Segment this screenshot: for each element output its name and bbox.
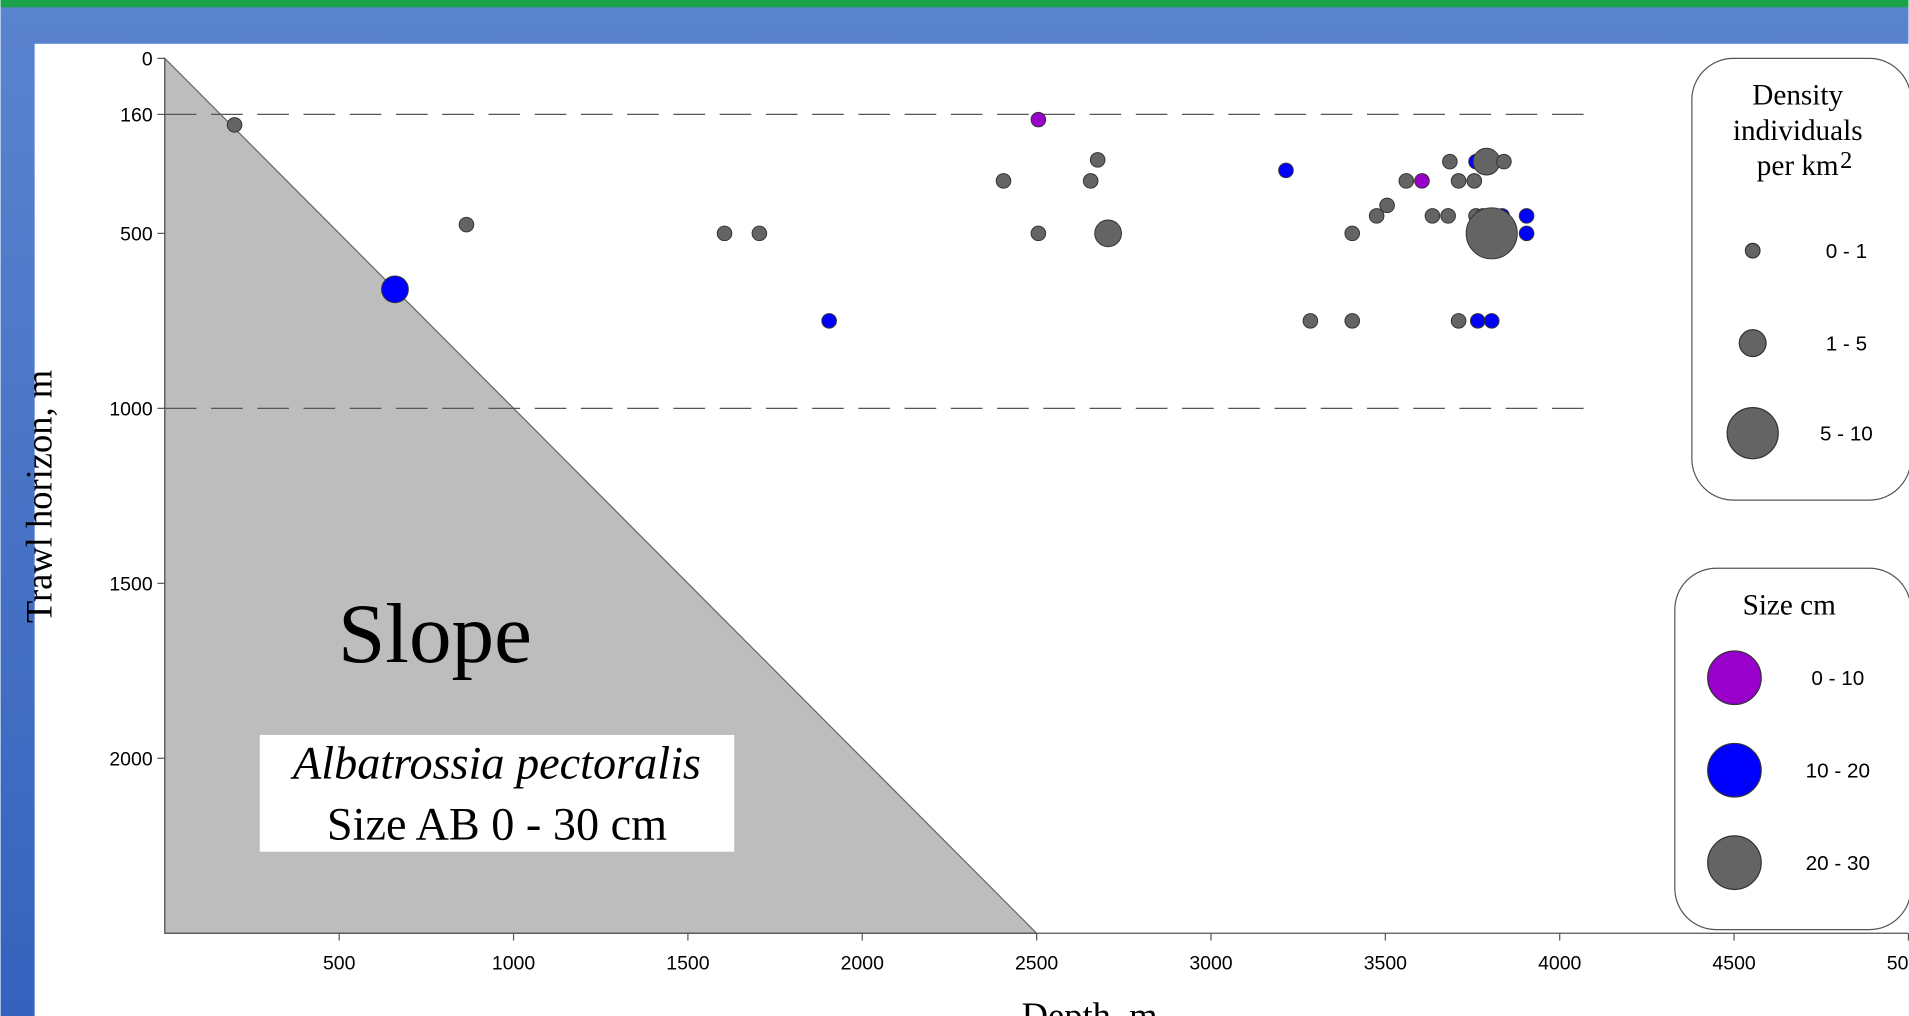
legend-symbol bbox=[1707, 835, 1762, 891]
x-tick-label: 5000 bbox=[1887, 953, 1909, 975]
density-legend-title: per km bbox=[1757, 150, 1839, 182]
x-tick-label: 2000 bbox=[841, 953, 884, 975]
point bbox=[1518, 225, 1535, 242]
legend-label: 10 - 20 bbox=[1806, 760, 1870, 783]
point bbox=[1466, 173, 1483, 189]
point bbox=[1483, 313, 1500, 329]
species-label: Albatrossia pectoralis bbox=[290, 738, 701, 789]
x-tick-label: 4000 bbox=[1538, 953, 1581, 975]
y-tick-label: 500 bbox=[120, 224, 153, 246]
point bbox=[1082, 173, 1099, 189]
legend-label: 20 - 30 bbox=[1806, 852, 1870, 875]
density-legend-label: 1 - 5 bbox=[1826, 332, 1867, 355]
point bbox=[1469, 313, 1486, 329]
x-tick-label: 3500 bbox=[1364, 953, 1407, 975]
x-tick-label: 1000 bbox=[492, 953, 535, 975]
point bbox=[751, 225, 768, 242]
subtitle: Size AB 0 - 30 cm bbox=[327, 799, 667, 850]
x-tick-label: 4500 bbox=[1712, 953, 1755, 975]
x-tick-label: 500 bbox=[323, 953, 356, 975]
legend-symbol bbox=[1707, 742, 1762, 798]
point bbox=[1398, 173, 1415, 189]
point bbox=[1379, 197, 1395, 214]
point bbox=[1440, 208, 1456, 224]
density-legend-symbol bbox=[1738, 329, 1767, 358]
point bbox=[1344, 225, 1361, 242]
point bbox=[1424, 208, 1441, 224]
y-tick-label: 160 bbox=[120, 105, 153, 127]
point bbox=[1089, 152, 1106, 168]
point bbox=[1450, 313, 1467, 329]
size-legend-title: Size cm bbox=[1743, 589, 1837, 621]
point bbox=[1518, 208, 1535, 224]
point bbox=[1368, 208, 1385, 224]
x-tick-label: 1500 bbox=[666, 953, 709, 975]
point bbox=[1496, 153, 1512, 170]
density-legend-label: 5 - 10 bbox=[1820, 422, 1873, 445]
point bbox=[1094, 219, 1122, 248]
point bbox=[1465, 207, 1518, 260]
point bbox=[1442, 153, 1458, 170]
annotation-box bbox=[259, 734, 735, 852]
density-legend-label: 0 - 1 bbox=[1826, 240, 1867, 263]
size-legend-box bbox=[1674, 567, 1909, 931]
y-tick-label: 2000 bbox=[109, 749, 152, 771]
x-tick-label: 2500 bbox=[1015, 953, 1058, 975]
density-legend-box bbox=[1691, 57, 1909, 501]
point bbox=[1414, 173, 1430, 189]
y-tick-label: 0 bbox=[142, 49, 153, 71]
point bbox=[1450, 173, 1467, 189]
slope-label: Slope bbox=[338, 587, 532, 681]
legend-label: 0 - 10 bbox=[1811, 667, 1864, 690]
y-axis-label: Trawl horizon, m bbox=[19, 370, 60, 623]
plot-area: 5001000150020002500300035004000450050000… bbox=[109, 49, 1909, 975]
density-legend-title: Density bbox=[1752, 80, 1843, 112]
x-axis-label: Depth, m bbox=[1022, 995, 1158, 1016]
density-legend-symbol bbox=[1726, 407, 1779, 460]
x-tick-label: 3000 bbox=[1189, 953, 1232, 975]
point bbox=[995, 173, 1012, 189]
density-legend-superscript: 2 bbox=[1840, 147, 1852, 174]
top-strip bbox=[0, 0, 1909, 8]
point bbox=[716, 225, 733, 242]
y-tick-label: 1000 bbox=[109, 399, 152, 421]
density-legend-title: individuals bbox=[1733, 115, 1863, 147]
point bbox=[1302, 313, 1319, 329]
legend-symbol bbox=[1707, 650, 1762, 706]
point bbox=[1030, 225, 1047, 242]
point bbox=[1472, 147, 1501, 176]
point bbox=[1030, 111, 1047, 128]
density-legend-symbol bbox=[1744, 242, 1761, 259]
point bbox=[1278, 162, 1294, 179]
point bbox=[458, 216, 475, 233]
point bbox=[1344, 313, 1361, 329]
point bbox=[226, 117, 243, 133]
point bbox=[821, 313, 837, 329]
point bbox=[381, 275, 409, 304]
y-tick-label: 1500 bbox=[109, 574, 152, 596]
